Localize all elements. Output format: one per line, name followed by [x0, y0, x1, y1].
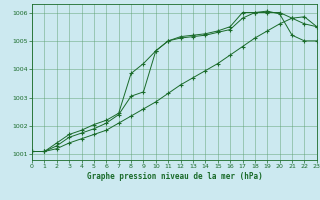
X-axis label: Graphe pression niveau de la mer (hPa): Graphe pression niveau de la mer (hPa) [86, 172, 262, 181]
